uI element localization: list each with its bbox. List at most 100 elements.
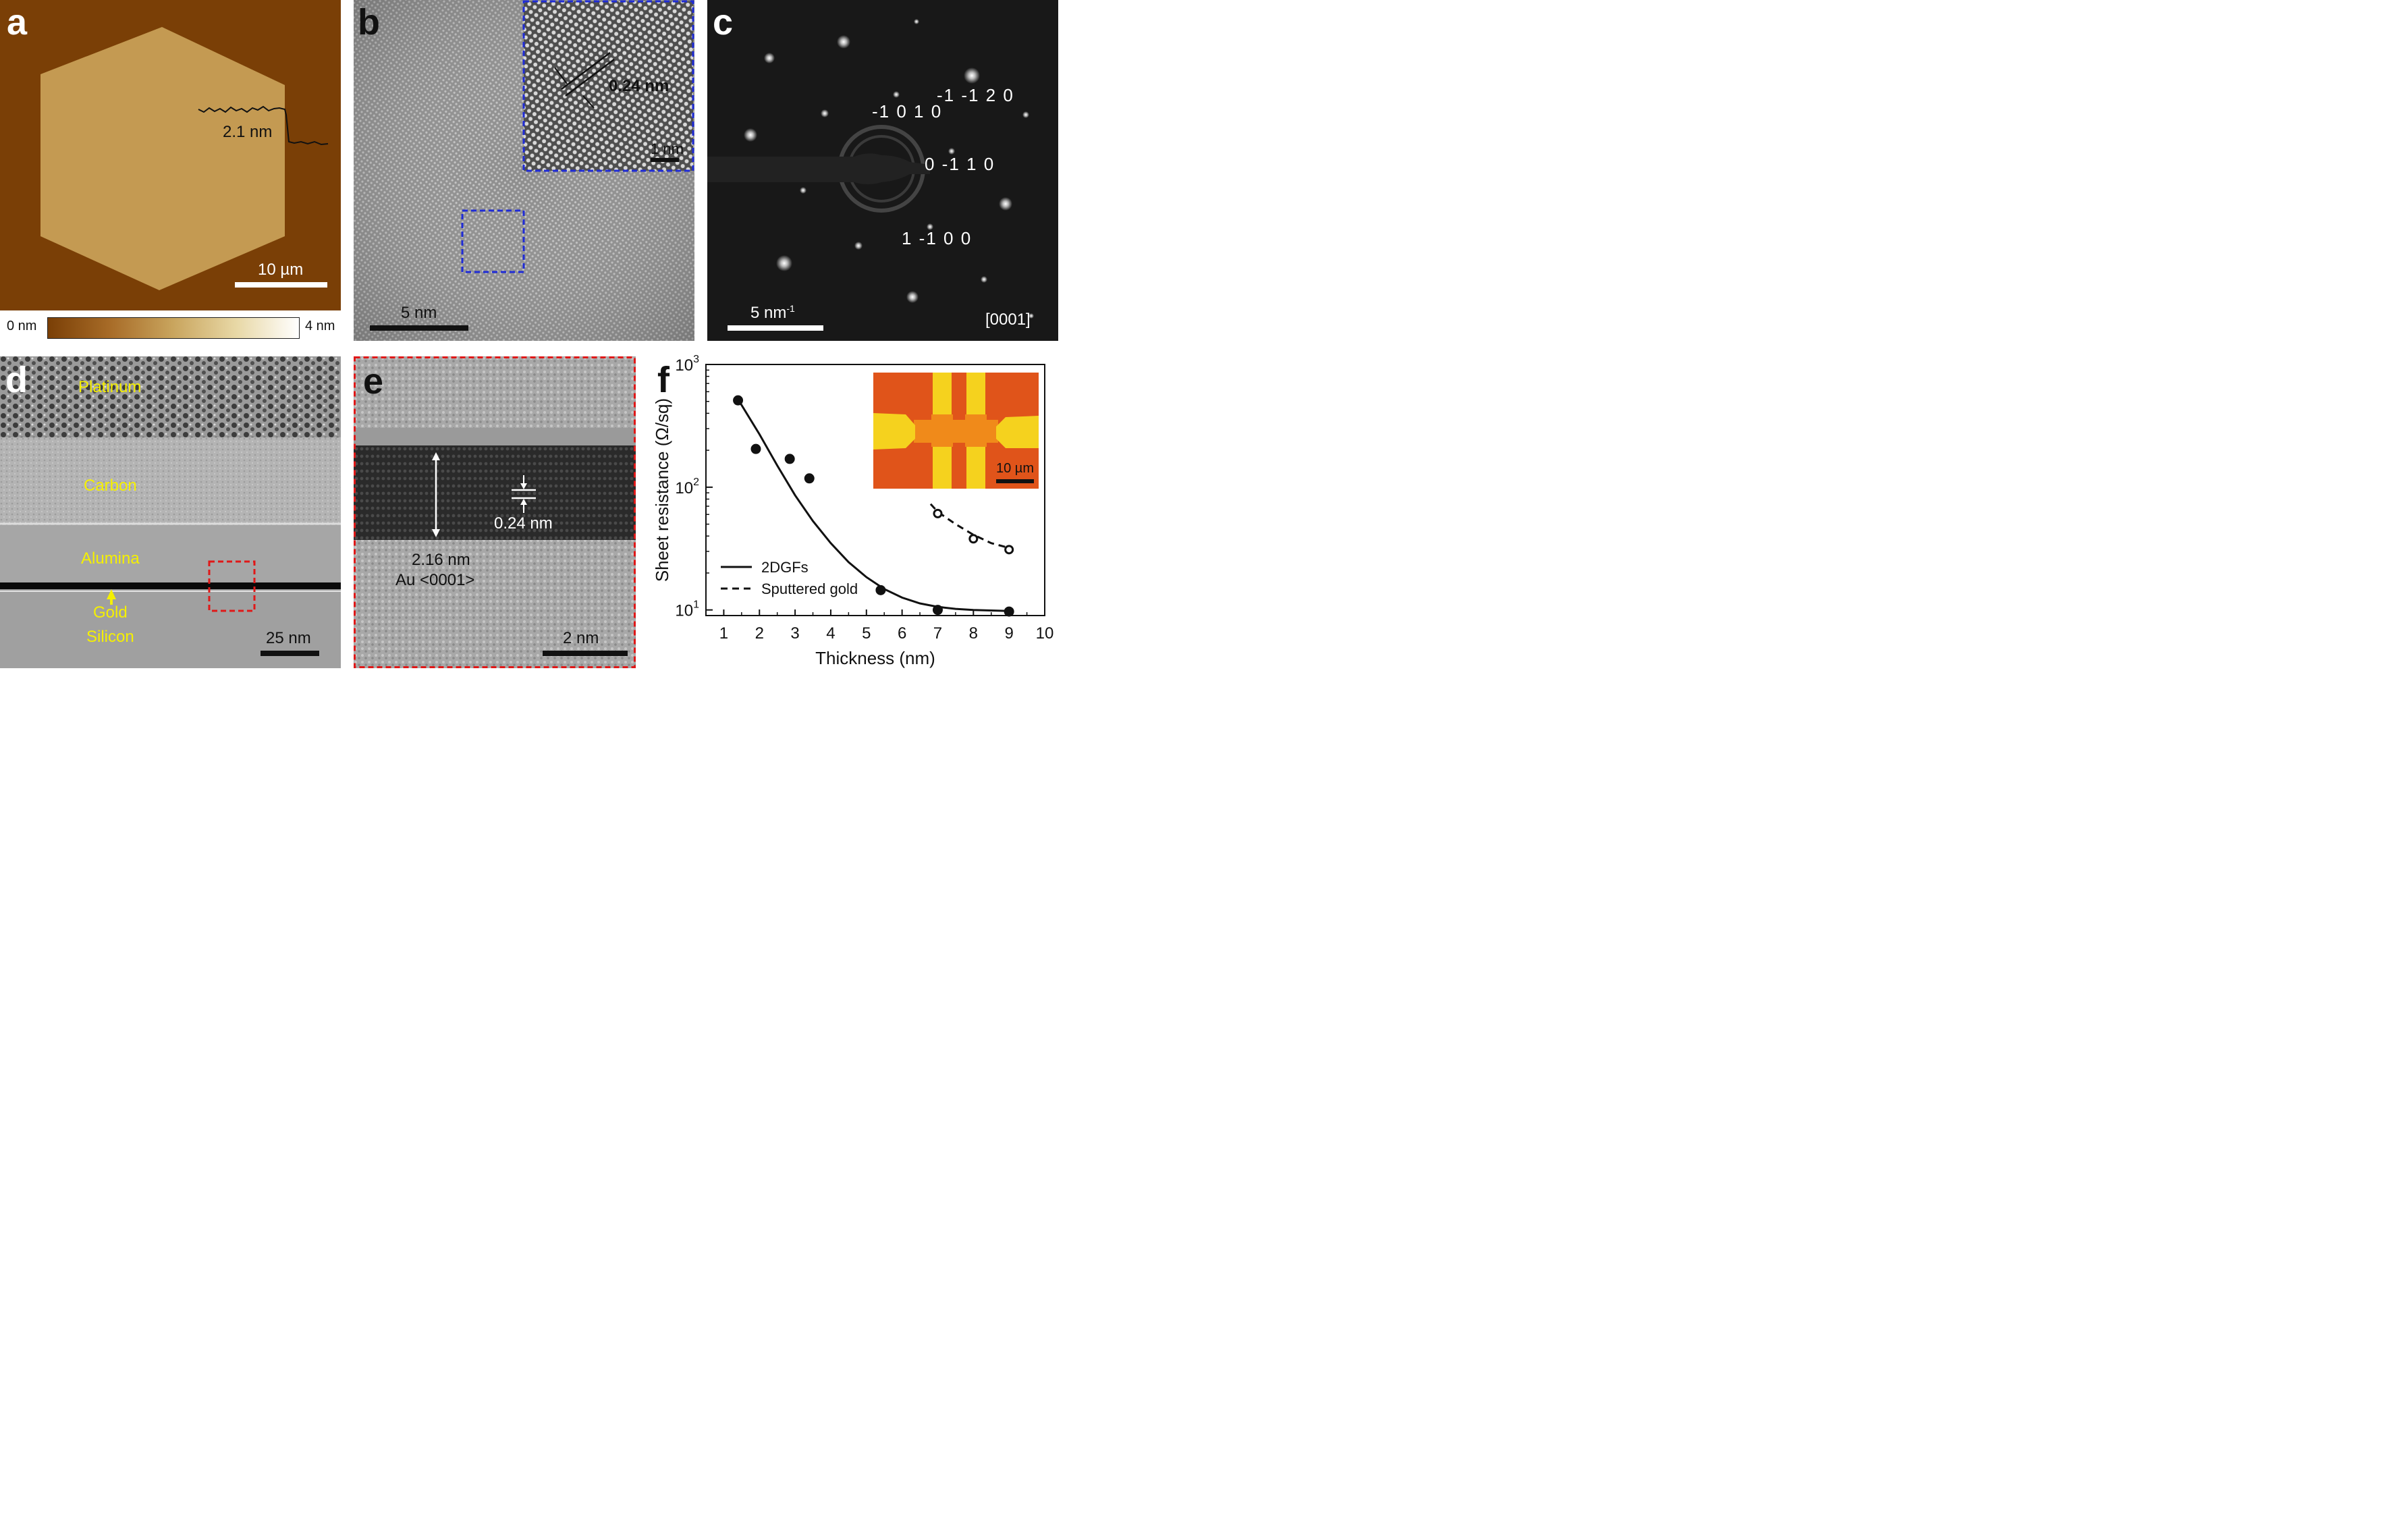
gold-layer [0,582,341,589]
data-point [1004,545,1014,555]
height-profile-line [198,105,329,146]
diffraction-pattern [707,0,1058,341]
data-point [932,605,943,616]
thickness-label: 2.16 nm [412,551,470,569]
panel-e-label: e [363,361,384,402]
data-point [784,454,795,464]
scale-bar [543,651,628,656]
data-point [750,443,761,454]
colorbar-max-label: 4 nm [305,319,335,333]
gold-electrode [966,445,985,489]
gold-electrode [966,373,985,414]
selection-box [461,209,525,273]
hrtem-interface-image [354,356,636,668]
x-axis-label: Thickness (nm) [815,648,935,668]
inset-scale-bar [996,479,1034,483]
gold-flake [40,27,285,290]
orientation-label: Au <0001> [395,571,475,589]
zone-axis-label: [0001] [985,310,1031,329]
alumina-layer [0,525,341,583]
scale-bar [728,325,823,331]
inset-scale-label: 10 µm [996,461,1034,476]
y-tick-label: 102 [675,477,699,497]
lattice-line [561,52,611,90]
spacing-arrow [554,67,568,84]
x-tick-label: 9 [1004,624,1013,643]
index-label: 0 -1 1 0 [925,154,995,174]
sheet-resistance-chart: 1 2 3 4 5 6 7 8 9 10 101 102 103 Thickness (nm) Sheet … [652,354,1054,668]
x-tick-label: 3 [790,624,799,643]
panel-d-label: d [5,360,28,400]
legend-label: 2DGFs [761,559,809,576]
inset-scale-bar [651,158,679,162]
scale-bar-label: 25 nm [266,629,311,647]
data-point [933,508,943,518]
device-micrograph [873,373,1039,489]
x-tick-label: 2 [755,624,764,643]
x-tick-label: 10 [1036,624,1054,643]
lattice-line [565,59,615,97]
x-tick-label: 1 [719,624,728,643]
scale-bar-label: 5 nm [401,304,437,322]
x-tick-label: 8 [969,624,978,643]
layer-label-alumina: Alumina [81,549,140,568]
y-tick-label: 101 [675,599,699,620]
series-line [737,398,1010,612]
layer-label-platinum: Platinum [78,378,142,396]
data-point [968,534,979,544]
gold-electrode [996,416,1039,448]
step-height-label: 2.1 nm [223,123,273,141]
panel-b: b 0.24 nm 1 nm 5 nm [354,0,694,341]
index-label: -1 0 1 0 [872,101,943,121]
panel-b-label: b [358,2,380,43]
data-point [1004,606,1014,617]
panel-border [354,356,636,668]
scale-bar [370,325,468,331]
platinum-layer [0,356,341,451]
panel-e: e 0.24 nm 2.16 nm Au <0001> 2 nm [354,356,636,668]
scale-bar-value: 5 nm [750,304,787,322]
device-inset: 10 µm [873,373,1039,489]
inset-scale-label: 1 nm [651,140,684,157]
scale-bar-label: 10 µm [258,261,304,279]
afm-image [0,0,341,310]
gold-arrow [107,589,116,605]
inset-spacing-label: 0.24 nm [609,77,669,95]
gold-channel [914,420,998,443]
hrtem-image [354,0,694,341]
index-label: -1 -1 2 0 [937,85,1014,105]
panel-a-label: a [7,2,28,43]
data-point [733,395,744,406]
panel-d: d Platinum Carbon Alumina Gold Silicon 2… [0,356,341,668]
spacing-label: 0.24 nm [494,514,553,533]
gold-electrode [933,445,952,489]
gold-electrode [933,373,952,414]
scale-bar-exponent: -1 [786,303,795,314]
scale-bar [235,282,327,288]
x-tick-label: 7 [933,624,942,643]
x-tick-label: 4 [826,624,835,643]
selection-box [208,560,256,612]
inset-frame [522,0,694,172]
index-label: 1 -1 0 0 [902,228,973,248]
layer-label-carbon: Carbon [84,477,137,495]
x-tick-label: 5 [862,624,871,643]
panel-a: a 2.1 nm 10 µm [0,0,341,310]
legend-label: Sputtered gold [761,580,858,597]
gold-lattice-band [354,445,636,540]
layer-label-silicon: Silicon [86,628,134,646]
data-point [875,585,886,595]
carbon-layer [0,437,341,525]
cross-section-image [0,356,341,668]
data-point [804,473,815,484]
diffraction-spots [744,19,1034,319]
spacing-arrow [582,95,595,109]
x-tick-label: 6 [898,624,906,643]
panel-c-label: c [713,2,734,43]
scale-bar-label: 5 nm-1 [750,304,795,321]
colorbar [47,317,300,339]
y-axis-label: Sheet resistance (Ω/sq) [652,398,672,582]
plot-frame [705,364,1045,616]
beam-stop [707,153,930,184]
colorbar-min-label: 0 nm [7,319,37,333]
